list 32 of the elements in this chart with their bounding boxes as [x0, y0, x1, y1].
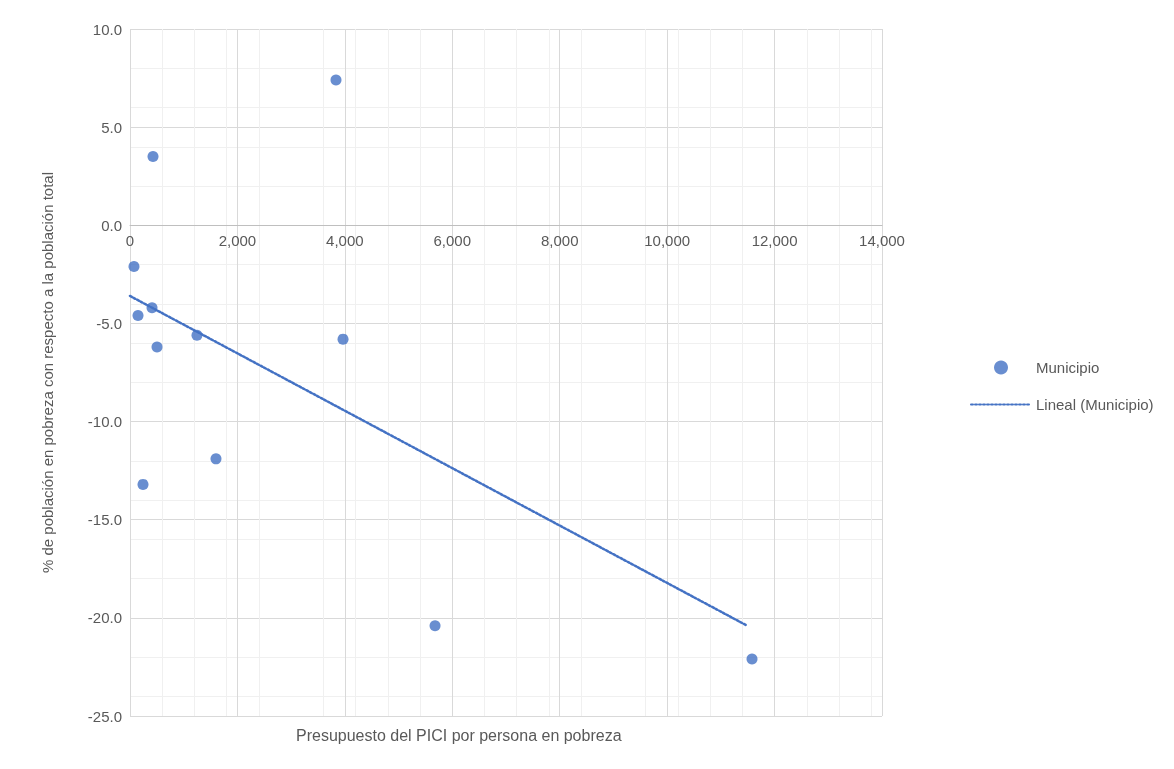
point	[146, 302, 158, 314]
y-tick-label: 10.0	[92, 20, 122, 38]
point	[429, 620, 441, 632]
point	[132, 310, 144, 322]
point	[746, 653, 758, 665]
x-axis-title: Presupuesto del PICI por persona en pobreza	[296, 726, 622, 744]
point	[330, 74, 342, 86]
legend-label: Lineal (Municipio)	[1036, 396, 1154, 413]
point	[147, 151, 159, 163]
y-tick-label: -20.0	[87, 609, 122, 627]
x-tick-label: 0	[125, 232, 135, 250]
x-tick-label: 10,000	[644, 232, 691, 250]
y-tick-label: -25.0	[87, 707, 122, 725]
y-tick-label: 0.0	[101, 216, 122, 234]
y-axis-title: % de población en pobreza con respecto a la población total	[39, 171, 56, 574]
x-tick-label: 8,000	[540, 232, 579, 250]
y-tick-label: 5.0	[101, 118, 122, 136]
x-tick-label: 14,000	[859, 232, 905, 250]
x-tick-label: 6,000	[433, 232, 472, 250]
y-tick-label: -10.0	[87, 413, 122, 431]
point	[210, 453, 222, 465]
point	[151, 341, 163, 353]
point	[191, 329, 203, 341]
y-tick-label: -15.0	[87, 511, 122, 529]
x-tick-label: 2,000	[218, 232, 257, 250]
legend-label: Municipio	[1036, 359, 1100, 376]
x-tick-label: 12,000	[751, 232, 798, 250]
x-tick-label: 4,000	[326, 232, 364, 250]
y-tick-label: -5.0	[96, 314, 122, 332]
point	[128, 261, 140, 272]
point	[137, 478, 149, 490]
point	[337, 333, 349, 345]
